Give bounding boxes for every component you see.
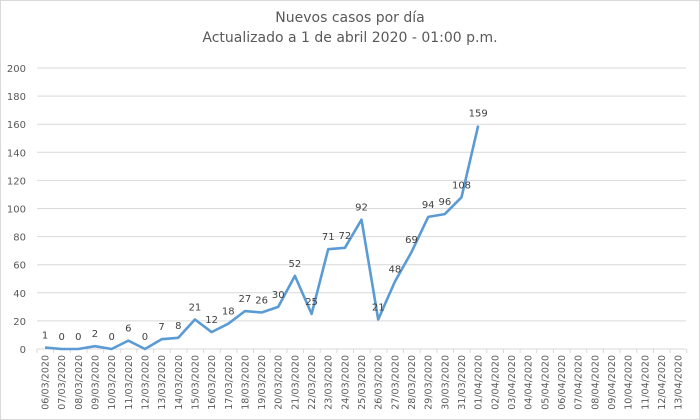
x-tick-label: 12/03/2020 [140,355,151,410]
data-label: 94 [422,200,435,211]
x-tick-label: 20/03/2020 [274,355,285,410]
data-label: 71 [322,232,335,243]
data-label: 108 [452,180,471,191]
y-tick-label: 180 [7,92,26,103]
x-tick-label: 11/03/2020 [124,355,135,410]
x-tick-label: 22/03/2020 [307,355,318,410]
data-label: 27 [239,294,252,305]
x-tick-label: 24/03/2020 [340,355,351,410]
x-tick-label: 10/04/2020 [624,355,635,410]
x-tick-label: 11/04/2020 [640,355,651,410]
x-tick-label: 29/03/2020 [424,355,435,410]
data-label: 6 [125,324,131,335]
data-label: 52 [289,259,302,270]
x-tick-label: 30/03/2020 [440,355,451,410]
x-axis-tick-labels: 06/03/2020 07/03/2020 08/03/2020 09/03/2020… [41,355,685,410]
data-label: 25 [305,297,318,308]
x-tick-label: 01/04/2020 [474,355,485,410]
data-label: 30 [272,290,285,301]
data-label: 21 [372,302,385,313]
x-tick-label: 14/03/2020 [174,355,185,410]
chart-title: Nuevos casos por día [275,10,425,26]
data-label: 72 [339,231,352,242]
x-tick-label: 05/04/2020 [540,355,551,410]
series-line [44,125,480,351]
y-tick-label: 140 [7,148,26,159]
x-tick-label: 13/03/2020 [157,355,168,410]
y-tick-label: 60 [13,261,26,272]
data-label: 0 [58,332,64,343]
x-tick-label: 31/03/2020 [457,355,468,410]
data-label: 21 [189,302,202,313]
data-label: 7 [158,322,164,333]
data-label: 8 [175,321,181,332]
x-tick-label: 16/03/2020 [207,355,218,410]
x-tick-label: 21/03/2020 [290,355,301,410]
y-tick-label: 200 [7,64,26,75]
y-tick-label: 40 [13,289,26,300]
data-label: 48 [388,265,401,276]
x-tick-label: 07/04/2020 [574,355,585,410]
data-label: 69 [405,235,418,246]
y-tick-label: 80 [13,233,26,244]
chart-subtitle: Actualizado a 1 de abril 2020 - 01:00 p.… [202,30,498,46]
x-tick-label: 27/03/2020 [390,355,401,410]
y-tick-label: 0 [20,345,26,356]
x-tick-label: 18/03/2020 [240,355,251,410]
data-label: 1 [42,331,48,342]
y-tick-label: 160 [7,120,26,131]
x-tick-label: 09/04/2020 [607,355,618,410]
x-tick-label: 15/03/2020 [190,355,201,410]
x-axis [36,348,688,353]
data-label: 12 [205,315,218,326]
x-tick-label: 12/04/2020 [657,355,668,410]
y-tick-label: 100 [7,205,26,216]
data-label: 92 [355,203,368,214]
x-tick-label: 08/03/2020 [74,355,85,410]
x-tick-label: 17/03/2020 [224,355,235,410]
gridlines [37,67,686,322]
data-label: 18 [222,307,235,318]
x-tick-label: 25/03/2020 [357,355,368,410]
data-label: 159 [469,109,488,120]
x-tick-label: 26/03/2020 [374,355,385,410]
y-axis-tick-labels: 0 20 40 60 80 100 120 140 160 180 200 [7,64,26,356]
x-tick-label: 28/03/2020 [407,355,418,410]
x-tick-label: 08/04/2020 [590,355,601,410]
x-tick-label: 06/03/2020 [41,355,52,410]
x-tick-label: 03/04/2020 [507,355,518,410]
data-label: 2 [92,329,98,340]
x-tick-label: 19/03/2020 [257,355,268,410]
x-tick-label: 02/04/2020 [490,355,501,410]
x-tick-label: 06/04/2020 [557,355,568,410]
y-tick-label: 20 [13,317,26,328]
data-label: 0 [75,332,81,343]
data-label: 96 [438,197,451,208]
data-label: 0 [108,332,114,343]
x-tick-label: 09/03/2020 [90,355,101,410]
y-tick-label: 120 [7,176,26,187]
x-tick-label: 13/04/2020 [674,355,685,410]
x-tick-label: 04/04/2020 [524,355,535,410]
x-tick-label: 10/03/2020 [107,355,118,410]
x-tick-label: 23/03/2020 [324,355,335,410]
data-label: 0 [142,332,148,343]
x-tick-label: 07/03/2020 [57,355,68,410]
data-label: 26 [255,295,268,306]
